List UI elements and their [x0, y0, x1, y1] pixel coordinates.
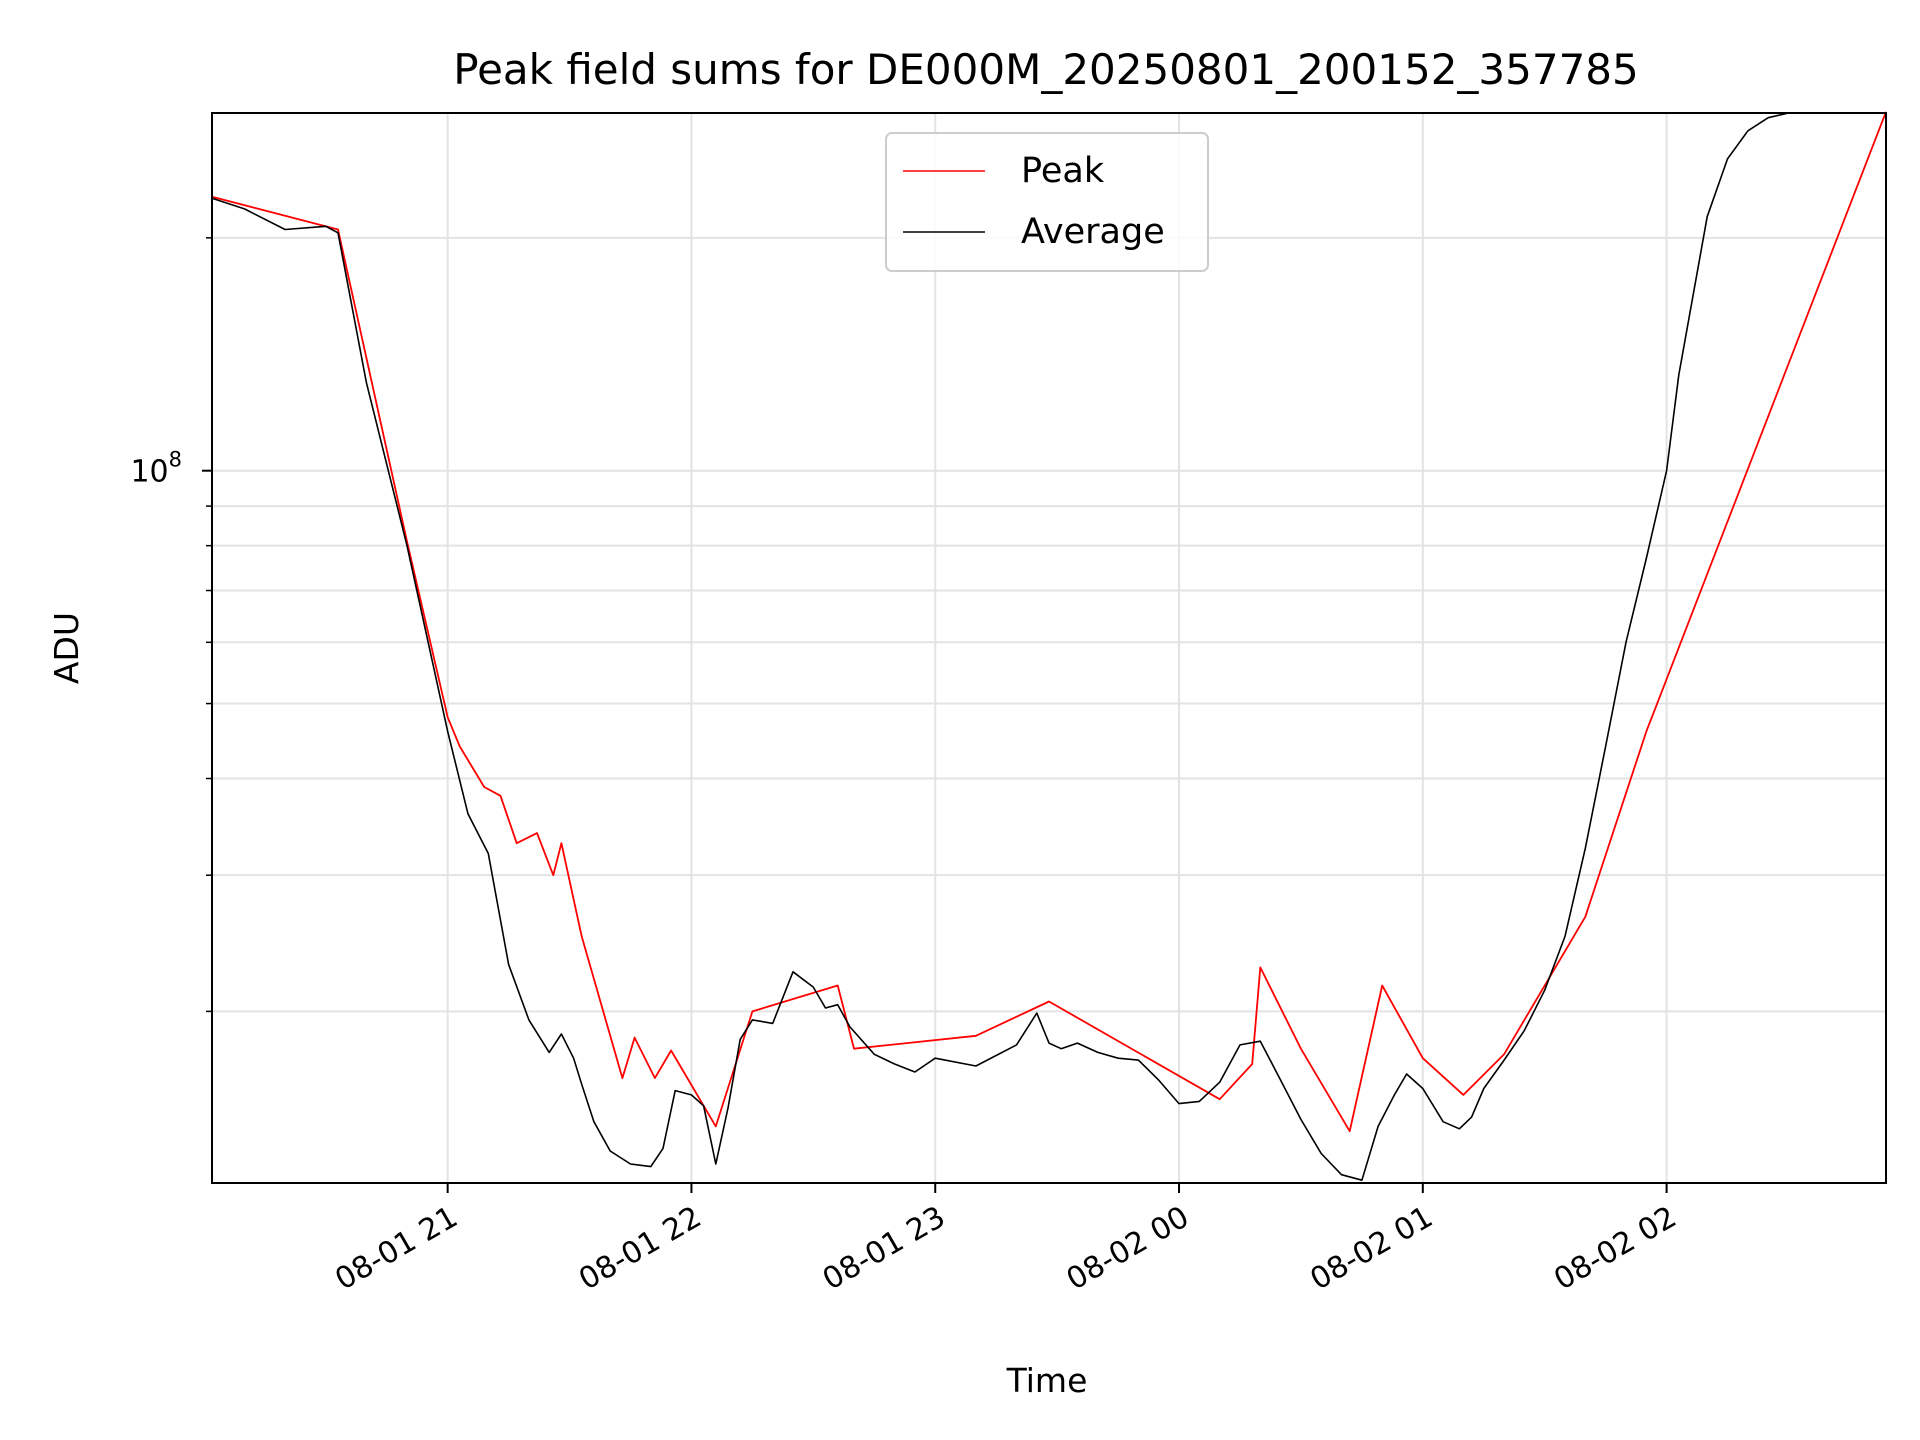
plot-series	[211, 111, 1887, 1181]
y-axis-label: ADU	[47, 612, 86, 684]
chart-title: Peak field sums for DE000M_20250801_2001…	[453, 45, 1639, 94]
legend-label-peak: Peak	[1021, 151, 1105, 191]
legend-label-average: Average	[1021, 212, 1165, 252]
series-line-peak	[211, 111, 1887, 1133]
legend: Peak Average	[885, 132, 1209, 272]
series-line-average	[211, 112, 1886, 1181]
x-axis-label: Time	[1006, 1361, 1088, 1400]
axes-frame	[211, 112, 1887, 1184]
legend-box	[885, 132, 1209, 272]
